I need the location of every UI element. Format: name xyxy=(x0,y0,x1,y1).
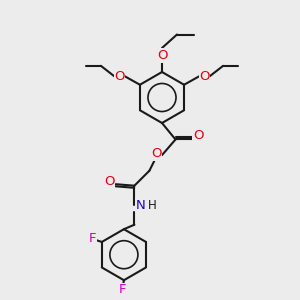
Text: O: O xyxy=(193,129,203,142)
Text: O: O xyxy=(199,70,210,83)
Text: O: O xyxy=(114,70,125,83)
Text: N: N xyxy=(136,199,146,212)
Text: F: F xyxy=(119,283,126,296)
Text: H: H xyxy=(148,199,157,212)
Text: O: O xyxy=(104,175,115,188)
Text: O: O xyxy=(151,147,161,160)
Text: F: F xyxy=(88,232,96,245)
Text: O: O xyxy=(157,49,167,62)
